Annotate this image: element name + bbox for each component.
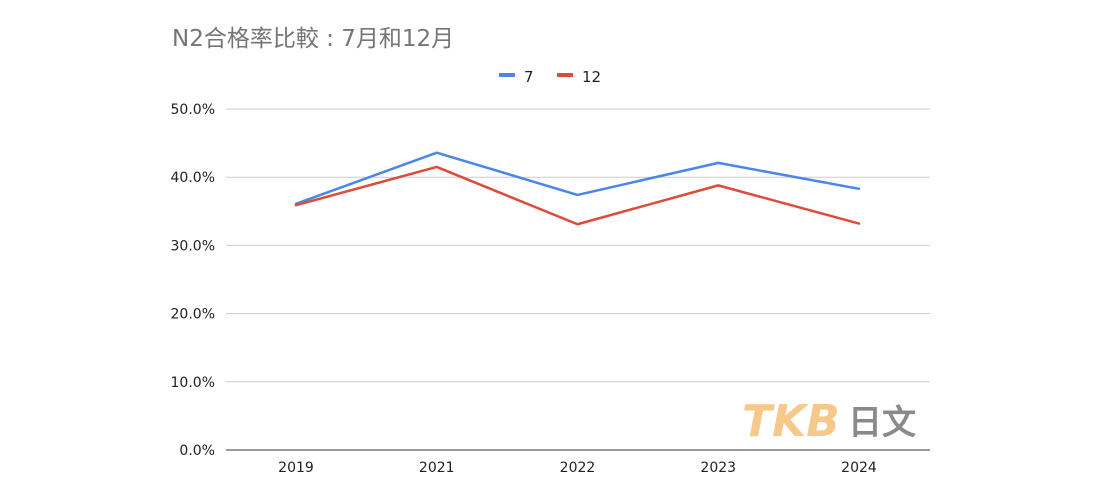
y-tick-label: 10.0% [171,375,215,391]
svg-text:TKB: TKB [742,396,840,447]
y-tick-label: 30.0% [171,238,215,254]
series-line-7 [294,151,861,206]
legend-label-12: 12 [582,68,601,86]
legend-label-7: 7 [524,68,534,86]
y-tick-label: 20.0% [171,307,215,323]
chart-title: N2合格率比較 : 7月和12月 [172,26,454,52]
gridlines [226,108,930,451]
y-tick-label: 50.0% [171,102,215,118]
x-tick-label: 2019 [278,460,314,476]
x-tick-label: 2024 [841,460,877,476]
y-tick-label: 40.0% [171,170,215,186]
legend: 7 12 [499,68,601,86]
tkb-watermark-logo: TKB 日文 [742,396,916,447]
x-tick-label: 2022 [560,460,596,476]
y-tick-label: 0.0% [179,443,215,459]
series-lines [294,151,861,226]
x-axis-ticks: 2019 2021 2022 2023 2024 [278,460,877,476]
x-tick-label: 2023 [700,460,736,476]
legend-swatch-12 [557,73,573,77]
svg-text:日文: 日文 [848,403,916,443]
y-axis-ticks: 0.0% 10.0% 20.0% 30.0% 40.0% 50.0% [171,102,215,459]
legend-swatch-7 [499,73,515,77]
x-tick-label: 2021 [419,460,455,476]
